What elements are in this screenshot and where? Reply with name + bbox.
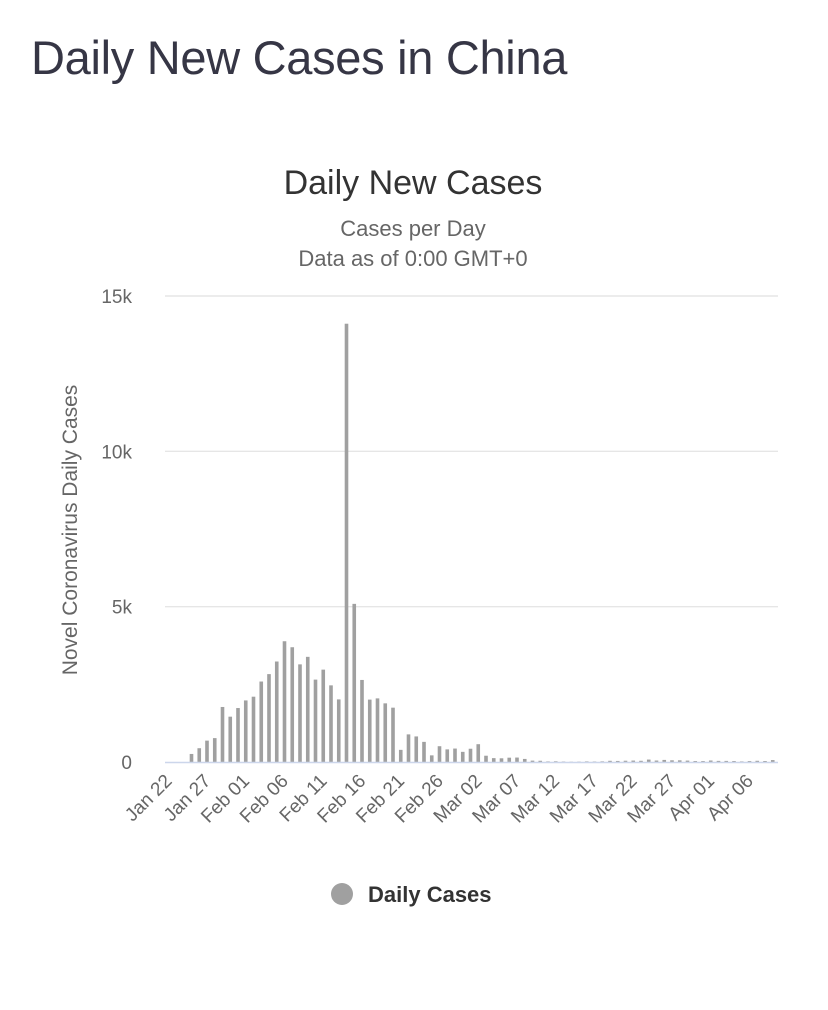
bar[interactable]	[259, 681, 264, 762]
bar[interactable]	[352, 603, 357, 762]
bar[interactable]	[491, 758, 496, 762]
bar[interactable]	[476, 744, 481, 762]
bar[interactable]	[739, 761, 744, 762]
bars	[189, 323, 775, 762]
legend[interactable]: Daily Cases	[331, 882, 492, 907]
bar[interactable]	[507, 757, 512, 762]
y-axis-ticks: 0 5k 10k 15k	[101, 287, 132, 774]
bar[interactable]	[360, 679, 364, 762]
bar[interactable]	[608, 760, 612, 762]
bar[interactable]	[701, 761, 705, 762]
bar[interactable]	[623, 760, 628, 762]
bar[interactable]	[499, 758, 504, 762]
bar[interactable]	[313, 679, 318, 762]
bar[interactable]	[770, 760, 775, 762]
legend-label: Daily Cases	[368, 882, 492, 907]
bar[interactable]	[344, 323, 349, 762]
bar[interactable]	[468, 748, 473, 762]
bar[interactable]	[755, 760, 760, 762]
bar[interactable]	[685, 760, 690, 762]
bar[interactable]	[538, 760, 543, 762]
bar[interactable]	[584, 761, 589, 762]
bar[interactable]	[406, 734, 411, 762]
bar[interactable]	[429, 755, 434, 762]
bar[interactable]	[251, 696, 256, 762]
bar[interactable]	[220, 706, 225, 762]
bar[interactable]	[693, 761, 698, 762]
bar[interactable]	[460, 751, 465, 762]
bar[interactable]	[546, 761, 550, 762]
bar[interactable]	[515, 757, 519, 762]
bar[interactable]	[530, 760, 535, 762]
bar[interactable]	[553, 761, 558, 762]
y-tick-label: 15k	[101, 287, 132, 308]
y-tick-label: 10k	[101, 442, 132, 463]
bar[interactable]	[716, 760, 721, 762]
bar[interactable]	[600, 761, 605, 762]
bar[interactable]	[398, 749, 403, 762]
bar[interactable]	[437, 746, 442, 762]
bar[interactable]	[290, 647, 295, 762]
bar[interactable]	[243, 700, 248, 762]
bar[interactable]	[212, 738, 217, 762]
bar[interactable]	[383, 703, 388, 762]
bar[interactable]	[197, 748, 202, 762]
bar[interactable]	[391, 707, 395, 762]
y-tick-label: 0	[121, 753, 132, 774]
bar[interactable]	[522, 758, 527, 762]
bar[interactable]	[747, 761, 752, 762]
bar[interactable]	[228, 716, 233, 762]
bar[interactable]	[321, 669, 326, 762]
bar[interactable]	[615, 760, 620, 762]
bar[interactable]	[677, 760, 682, 762]
y-tick-label: 5k	[112, 598, 133, 619]
bar[interactable]	[414, 736, 419, 762]
bar[interactable]	[375, 698, 380, 762]
bar[interactable]	[305, 656, 310, 762]
bar[interactable]	[646, 759, 651, 762]
y-axis-label: Novel Coronavirus Daily Cases	[59, 385, 82, 676]
bar[interactable]	[732, 761, 736, 762]
bar[interactable]	[336, 699, 341, 762]
bar[interactable]	[267, 674, 271, 762]
bar[interactable]	[329, 685, 333, 762]
bar[interactable]	[367, 699, 372, 762]
bar[interactable]	[282, 641, 287, 762]
grid-lines	[165, 295, 778, 608]
bar[interactable]	[654, 760, 659, 762]
bar[interactable]	[205, 740, 209, 762]
legend-symbol	[331, 883, 353, 905]
bar[interactable]	[639, 760, 643, 762]
bar[interactable]	[662, 759, 667, 762]
chart-title: Daily New Cases	[284, 164, 543, 202]
bar[interactable]	[445, 749, 450, 762]
chart-subtitle-line-1: Cases per Day	[340, 216, 486, 241]
bar[interactable]	[724, 760, 729, 762]
bar[interactable]	[422, 741, 426, 762]
bar[interactable]	[670, 760, 674, 762]
chart-subtitle-line-2: Data as of 0:00 GMT+0	[298, 246, 527, 271]
bar[interactable]	[236, 708, 240, 762]
bar[interactable]	[274, 661, 279, 762]
bar[interactable]	[763, 761, 767, 762]
bar[interactable]	[708, 760, 713, 762]
page-title: Daily New Cases in China	[31, 31, 568, 84]
bar[interactable]	[189, 753, 194, 762]
bar[interactable]	[631, 760, 636, 762]
bar[interactable]	[298, 664, 302, 762]
bar[interactable]	[453, 748, 457, 762]
bar[interactable]	[484, 755, 488, 762]
